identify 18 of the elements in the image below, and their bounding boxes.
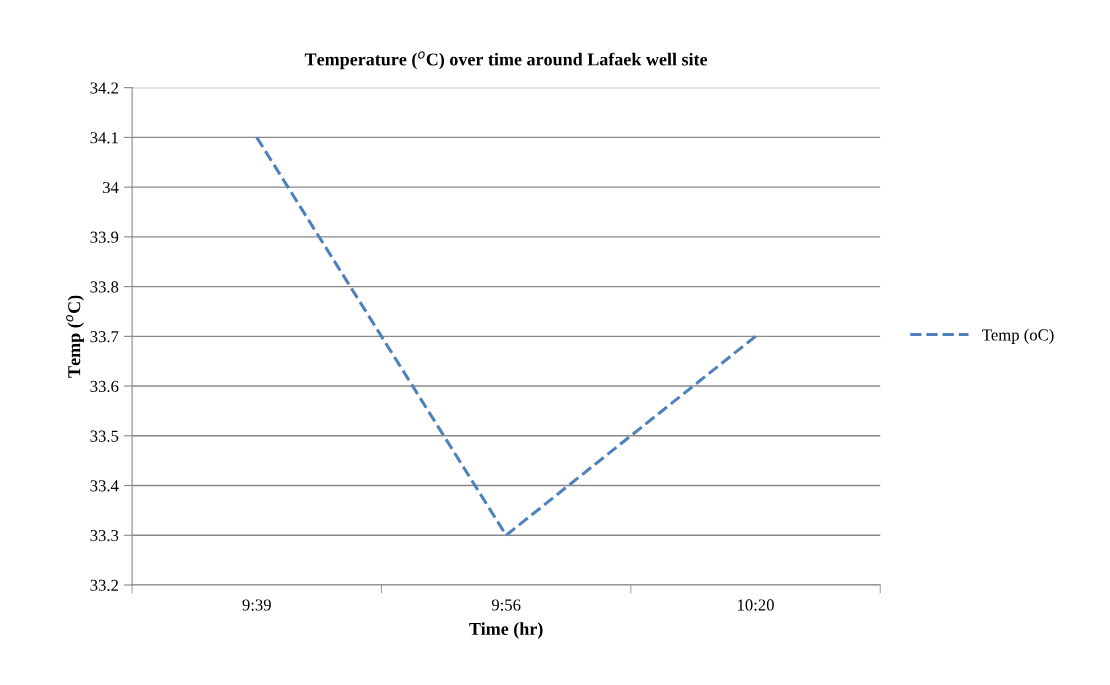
y-tick-label: 33.9 bbox=[90, 231, 119, 243]
y-tick-label: 33.7 bbox=[90, 331, 119, 343]
chart-title: Temperature ($^{o}$C) over time around Lafaek well site bbox=[304, 51, 708, 70]
y-axis-title: Temp ($^{o}$C) bbox=[66, 295, 84, 378]
y-tick-label: 34 bbox=[103, 181, 119, 194]
y-tick-label: 33.4 bbox=[90, 480, 119, 492]
y-tick-label: 33.8 bbox=[90, 281, 119, 293]
x-tick-label: 9:39 bbox=[242, 599, 271, 611]
x-axis-title: Time (hr) bbox=[469, 622, 543, 639]
y-tick-label: 34.2 bbox=[90, 82, 118, 94]
y-tick-label: 34.1 bbox=[90, 132, 118, 144]
x-tick-label: 9:56 bbox=[491, 599, 521, 611]
legend-label: Temp (oC) bbox=[982, 328, 1054, 344]
y-tick-label: 33.2 bbox=[90, 579, 118, 592]
y-tick-label: 33.5 bbox=[90, 430, 119, 442]
y-tick-label: 33.6 bbox=[90, 380, 119, 393]
x-tick-label: 10:20 bbox=[738, 599, 774, 611]
y-tick-label: 33.3 bbox=[90, 530, 119, 542]
